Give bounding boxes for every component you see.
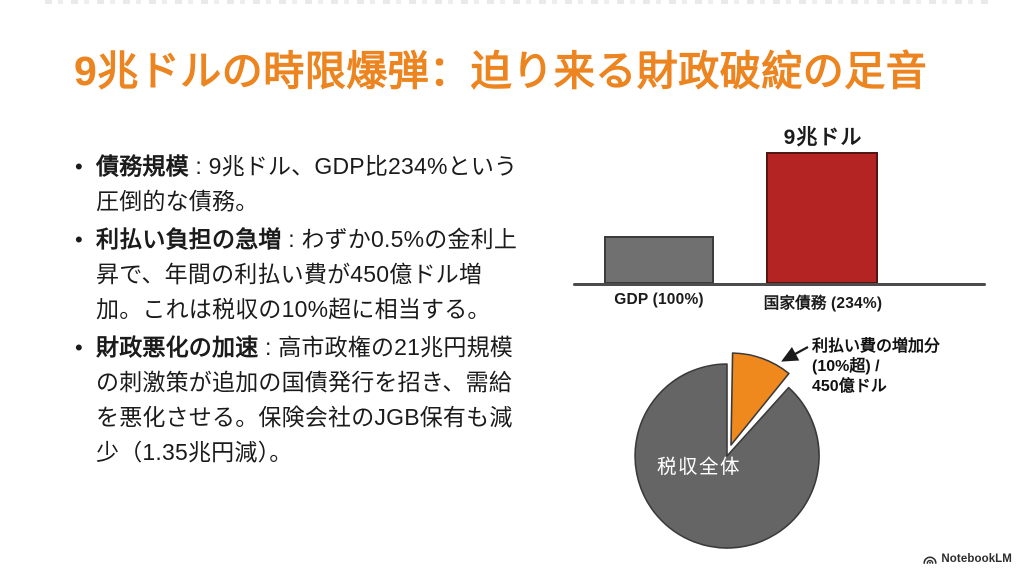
bullet-item: 利払い負担の急増 : わずか0.5%の金利上昇で、年間の利払い費が450億ドル増… <box>75 222 522 327</box>
bullet-text: 9兆ドル、GDP比234%という圧倒的な債務。 <box>96 153 518 214</box>
slide-title: 9兆ドルの時限爆弾：迫り来る財政破綻の足音 <box>74 48 928 94</box>
annotation-line: 450億ドル <box>812 378 887 395</box>
notebooklm-icon <box>923 556 937 564</box>
pie-slice-interest-increase <box>730 352 790 446</box>
annotation-line: 利払い費の増加分 <box>812 338 941 355</box>
bullet-label: 財政悪化の加速 <box>96 334 259 360</box>
debt-bar <box>766 152 878 284</box>
x-axis <box>573 283 986 286</box>
bullet-text: わずか0.5%の金利上昇で、年間の利払い費が450億ドル増加。これは税収の10%… <box>96 226 518 322</box>
gdp-bar <box>604 236 714 284</box>
bullet-label: 利払い負担の急増 <box>96 226 282 252</box>
bar-category-label-debt: 国家債務 (234%) <box>763 295 883 312</box>
bullet-item: 債務規模 : 9兆ドル、GDP比234%という圧倒的な債務。 <box>75 149 522 219</box>
bullet-separator: : <box>281 226 302 252</box>
notebooklm-badge: NotebookLM <box>923 553 1012 565</box>
bullet-text: 高市政権の21兆円規模の刺激策が追加の国債発行を招き、需給を悪化させる。保険会社… <box>96 334 513 465</box>
cropped-text-artifact <box>45 0 990 4</box>
bar-category-label-gdp: GDP (100%) <box>614 291 704 308</box>
pie-inner-label: 税収全体 <box>657 456 741 478</box>
bullet-item: 財政悪化の加速 : 高市政権の21兆円規模の刺激策が追加の国債発行を招き、需給を… <box>75 330 522 470</box>
annotation-arrow <box>781 346 809 362</box>
pie-annotation-text: 利払い費の増加分 (10%超) / 450億ドル <box>812 337 982 397</box>
bullet-separator: : <box>188 153 209 179</box>
bullet-list: 債務規模 : 9兆ドル、GDP比234%という圧倒的な債務。 利払い負担の急増 … <box>75 149 522 473</box>
pie-slice-tax-revenue <box>634 363 820 549</box>
bullet-label: 債務規模 <box>96 153 189 179</box>
pie-chart: 税収全体 <box>634 346 820 549</box>
bar-value-label: 9兆ドル <box>783 126 863 149</box>
bullet-separator: : <box>258 334 279 360</box>
notebooklm-label: NotebookLM <box>941 553 1012 565</box>
annotation-line: (10%超) / <box>812 358 880 375</box>
